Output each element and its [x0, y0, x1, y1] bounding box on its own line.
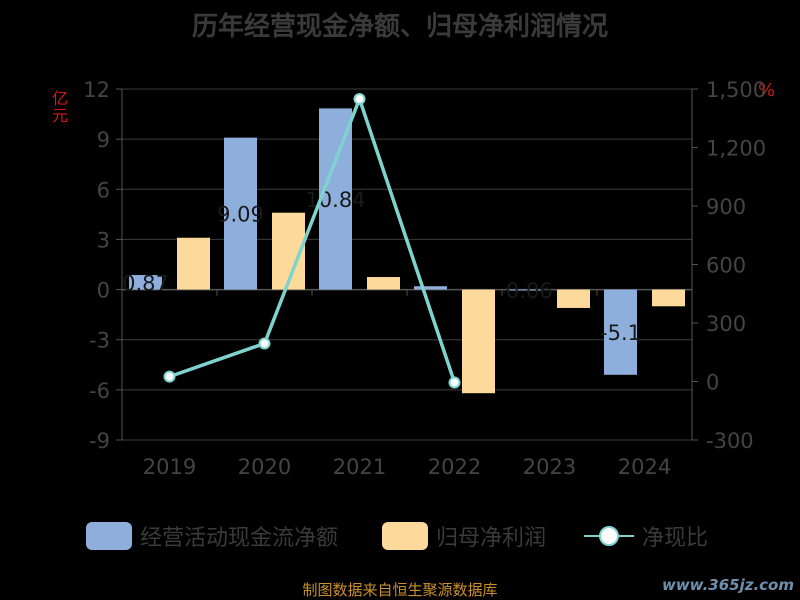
x-tick-label: 2021	[333, 455, 386, 479]
y-left-tick-label: 3	[97, 228, 110, 252]
y-left-tick-label: 6	[97, 178, 110, 202]
data-label-cashflow: -5.1	[600, 321, 641, 345]
bar-cashflow	[604, 289, 637, 375]
point-ratio	[258, 337, 271, 350]
legend-label-ratio: 净现比	[642, 526, 709, 551]
bar-cashflow	[224, 137, 257, 290]
bar-cashflow	[509, 289, 542, 291]
x-tick-label: 2023	[523, 455, 576, 479]
x-tick-label: 2020	[238, 455, 291, 479]
bar-netprofit	[462, 289, 495, 394]
y-left-tick-label: -9	[89, 429, 110, 453]
y-left-tick-label: 0	[97, 279, 110, 303]
left-axis-unit: 亿元	[52, 89, 69, 125]
y-right-tick-label: -300	[706, 429, 754, 453]
y-left-tick-label: 9	[97, 128, 110, 152]
data-label-cashflow: 9.09	[217, 203, 264, 227]
data-label-cashflow: 0.87	[122, 271, 169, 295]
data-label-cashflow: -0.06	[498, 279, 552, 303]
legend-item-ratio[interactable]: 净现比	[584, 518, 708, 554]
y-right-tick-label: 900	[706, 195, 746, 219]
legend-swatch-netprofit	[382, 522, 428, 550]
y-left-tick-label: -6	[89, 379, 110, 403]
bar-cashflow	[319, 108, 352, 290]
legend-swatch-cashflow	[86, 522, 132, 550]
point-ratio	[448, 376, 461, 389]
bar-cashflow	[129, 275, 162, 290]
y-right-tick-label: 600	[706, 254, 746, 278]
data-label-cashflow: 10.84	[305, 188, 365, 212]
line-ratio	[168, 93, 457, 384]
bar-netprofit	[367, 277, 400, 290]
bar-netprofit	[557, 289, 590, 308]
point-ratio	[163, 370, 176, 383]
bar-netprofit	[652, 289, 685, 307]
x-tick-label: 2019	[143, 455, 196, 479]
legend-label-netprofit: 归母净利润	[436, 526, 547, 551]
legend-line-ratio-icon	[584, 522, 634, 550]
bar-netprofit	[177, 237, 210, 290]
y-right-tick-label: 0	[706, 371, 719, 395]
legend-item-netprofit[interactable]: 归母净利润	[382, 518, 546, 554]
legend-label-cashflow: 经营活动现金流净额	[140, 526, 339, 551]
bar-cashflow	[414, 286, 447, 290]
legend: 经营活动现金流净额 归母净利润 净现比	[0, 518, 800, 554]
y-left-tick-label: 12	[83, 78, 110, 102]
x-tick-label: 2024	[618, 455, 671, 479]
y-left-tick-label: -3	[89, 329, 110, 353]
watermark: www.365jz.com	[661, 576, 794, 594]
y-right-tick-label: 1,500	[706, 78, 766, 102]
legend-item-cashflow[interactable]: 经营活动现金流净额	[86, 518, 338, 554]
y-right-tick-label: 1,200	[706, 137, 766, 161]
right-axis-unit: %	[758, 80, 776, 101]
source-footer: 制图数据来自恒生聚源数据库	[302, 581, 498, 599]
point-ratio	[353, 92, 366, 105]
x-tick-label: 2022	[428, 455, 481, 479]
y-right-tick-label: 300	[706, 312, 746, 336]
chart-title: 历年经营现金净额、归母净利润情况	[191, 12, 608, 42]
